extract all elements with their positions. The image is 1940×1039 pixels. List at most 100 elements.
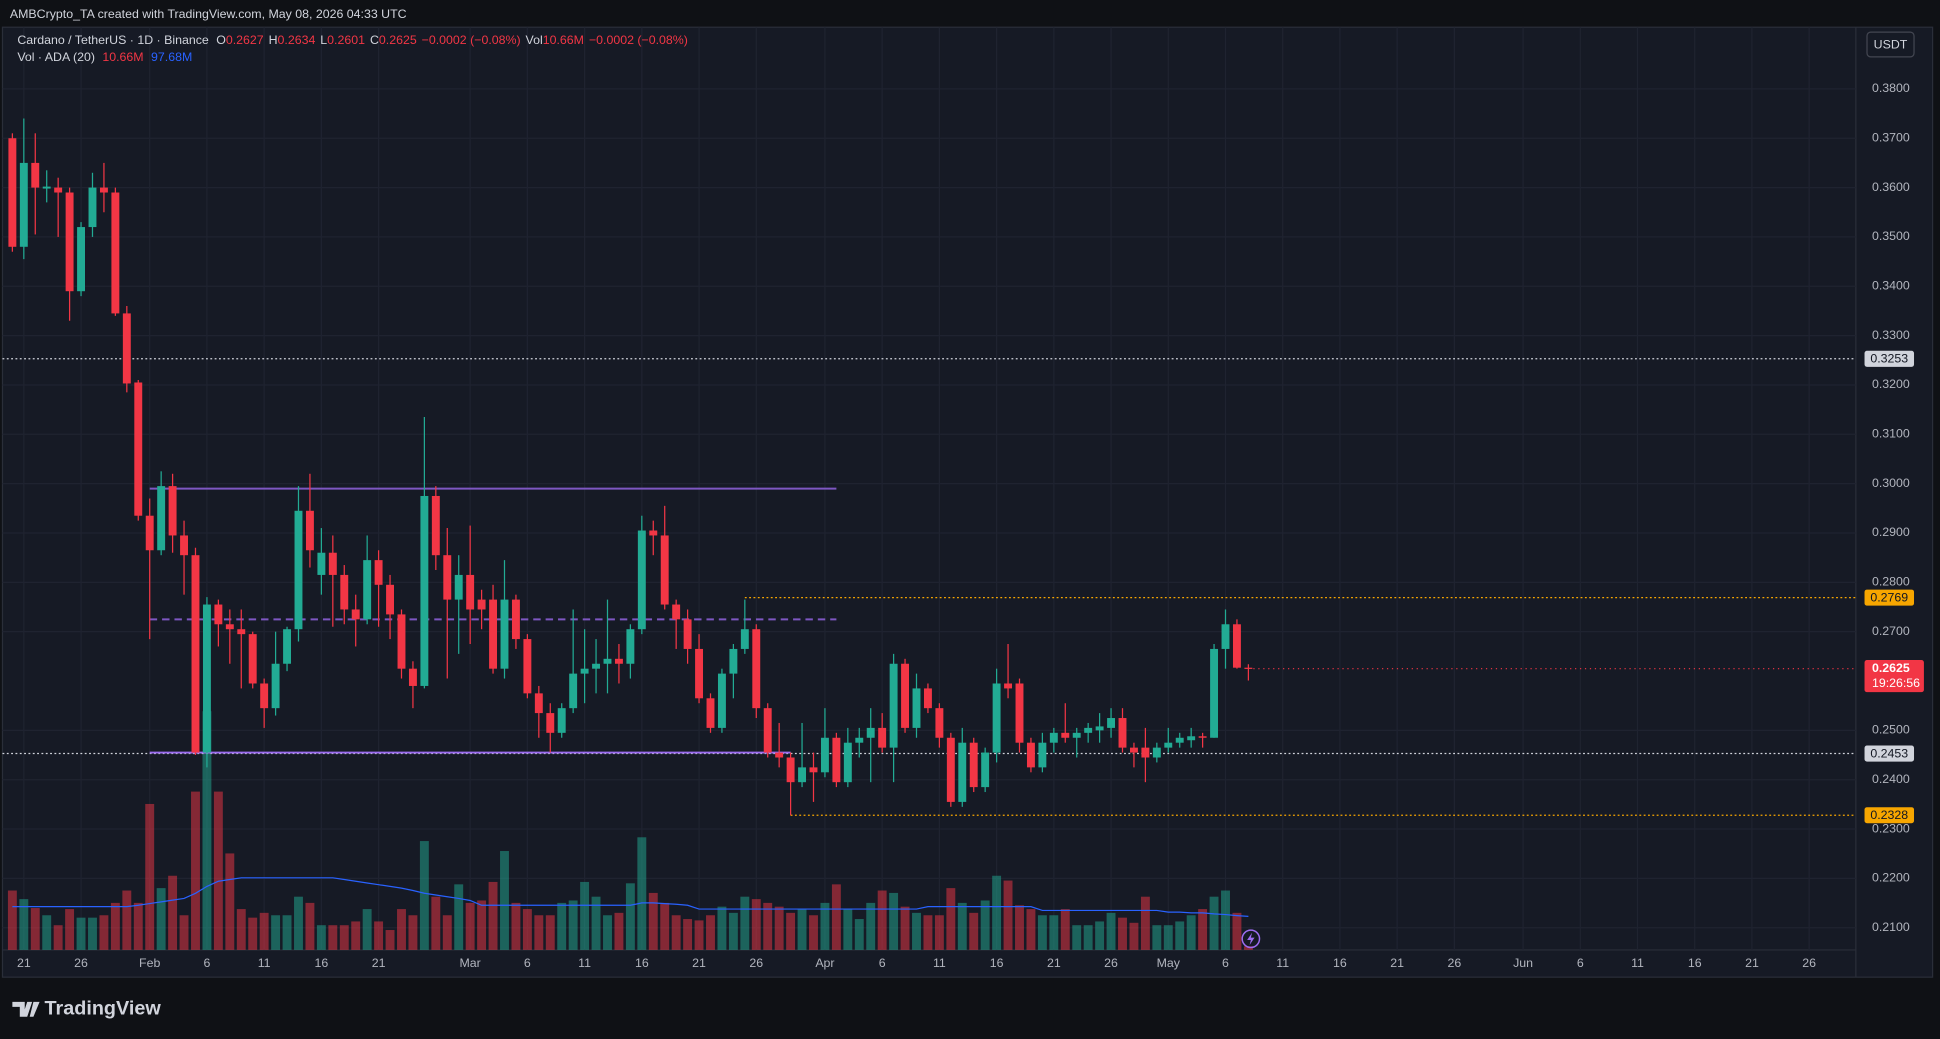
alert-icon[interactable] bbox=[1241, 929, 1261, 949]
candle-body bbox=[729, 648, 738, 674]
candle-body bbox=[969, 742, 978, 788]
candle-body bbox=[672, 604, 681, 620]
candle-body bbox=[237, 629, 246, 635]
volume-bar bbox=[637, 837, 647, 950]
volume-bar bbox=[614, 912, 624, 950]
chart-pane bbox=[1, 26, 1934, 978]
price-level-box bbox=[1864, 745, 1915, 762]
candle-body bbox=[397, 614, 406, 669]
candle-body bbox=[992, 683, 1001, 753]
volume-bar bbox=[408, 915, 418, 950]
volume-bar bbox=[1152, 925, 1162, 950]
y-tick-label: 0.2900 bbox=[1872, 525, 1910, 539]
volume-bar bbox=[271, 915, 281, 950]
symbol: Cardano / TetherUS · 1D · Binance bbox=[17, 33, 209, 47]
volume-bar bbox=[316, 925, 326, 950]
candle-body bbox=[500, 599, 509, 669]
candle-body bbox=[317, 552, 326, 575]
volume-ma-line bbox=[12, 877, 1249, 918]
volume-bar bbox=[122, 890, 132, 950]
candle-body bbox=[1141, 747, 1150, 758]
ohlc-value: 0.2625 bbox=[379, 33, 417, 47]
candle-body bbox=[8, 138, 17, 247]
volume-bar bbox=[191, 791, 200, 950]
ohlc-letter: H bbox=[269, 33, 278, 47]
candle-body bbox=[649, 530, 658, 536]
y-tick-label: 0.3500 bbox=[1872, 229, 1910, 243]
volume-bar bbox=[30, 908, 40, 950]
volume-bar bbox=[236, 909, 246, 950]
candle-body bbox=[443, 555, 452, 600]
candle-body bbox=[889, 663, 898, 748]
volume-bar bbox=[248, 917, 258, 950]
candle-body bbox=[901, 663, 910, 728]
candle-body bbox=[99, 187, 108, 193]
candle-body bbox=[923, 688, 932, 709]
candle-body bbox=[557, 708, 566, 733]
candle-body bbox=[603, 658, 612, 664]
volume-bar bbox=[671, 915, 681, 950]
volume-bar bbox=[969, 912, 979, 950]
x-tick-label: 21 bbox=[1390, 956, 1404, 970]
volume-bar bbox=[625, 883, 635, 950]
volume-bar bbox=[465, 902, 475, 950]
volume-bar bbox=[534, 915, 544, 950]
candle-body bbox=[271, 663, 280, 709]
y-tick-label: 0.3100 bbox=[1872, 427, 1910, 441]
candle-body bbox=[145, 515, 154, 551]
volume-bar bbox=[179, 915, 189, 950]
volume-bar bbox=[728, 912, 738, 950]
volume-bar bbox=[1015, 905, 1024, 950]
volume-bar bbox=[786, 912, 796, 950]
candle-body bbox=[592, 663, 601, 669]
candle-body bbox=[958, 742, 967, 802]
price-level-box bbox=[1864, 589, 1915, 606]
volume-bar bbox=[934, 915, 944, 950]
candle-body bbox=[660, 535, 669, 605]
candle-body bbox=[855, 737, 864, 743]
y-tick-label: 0.3700 bbox=[1872, 131, 1910, 145]
volume-bar bbox=[294, 896, 303, 950]
candle-body bbox=[546, 713, 555, 733]
candle-body bbox=[88, 187, 97, 228]
volume-bar bbox=[213, 791, 223, 950]
candle-body bbox=[260, 683, 269, 709]
candle-body bbox=[534, 693, 543, 714]
currency[interactable]: USDT bbox=[1874, 37, 1908, 51]
candle-body bbox=[614, 658, 623, 664]
alert-bolt bbox=[1247, 932, 1255, 945]
volume-bar bbox=[912, 912, 921, 950]
volume-bar bbox=[591, 896, 601, 950]
credit: AMBCrypto_TA created with TradingView.co… bbox=[10, 7, 407, 21]
volume-bar bbox=[694, 920, 704, 950]
candle-body bbox=[626, 629, 635, 664]
volume-bar bbox=[900, 906, 910, 950]
volume-bar bbox=[751, 899, 761, 950]
x-tick-label: Jun bbox=[1513, 956, 1533, 970]
x-tick-label: Feb bbox=[139, 956, 160, 970]
candle-body bbox=[157, 486, 166, 551]
x-tick-label: 21 bbox=[1047, 956, 1061, 970]
currency-button[interactable] bbox=[1866, 31, 1915, 58]
ohlc-letter: L bbox=[320, 33, 327, 47]
volume-bar bbox=[1095, 921, 1105, 950]
candle-body bbox=[809, 767, 818, 773]
indicator-name: Vol · ADA (20) bbox=[17, 50, 95, 64]
volume-bar bbox=[156, 888, 166, 950]
volume-bar bbox=[1232, 912, 1242, 950]
volume-bar bbox=[42, 915, 52, 950]
y-tick-label: 0.3600 bbox=[1872, 180, 1910, 194]
volume-bar bbox=[843, 909, 853, 950]
volume-bar bbox=[351, 921, 361, 950]
x-tick-label: 6 bbox=[524, 956, 531, 970]
volume-bar bbox=[7, 890, 17, 950]
x-tick-label: 11 bbox=[578, 956, 591, 970]
candle-body bbox=[386, 584, 395, 615]
x-tick-label: 6 bbox=[203, 956, 210, 970]
legend-line: Cardano / TetherUS · 1D · Binance O0.2627… bbox=[17, 33, 688, 47]
candle-body bbox=[19, 162, 28, 247]
y-tick-label: 0.3300 bbox=[1872, 328, 1910, 342]
volume-bar bbox=[76, 917, 86, 950]
candle-body bbox=[248, 634, 257, 684]
ohlc-letter: C bbox=[370, 33, 379, 47]
